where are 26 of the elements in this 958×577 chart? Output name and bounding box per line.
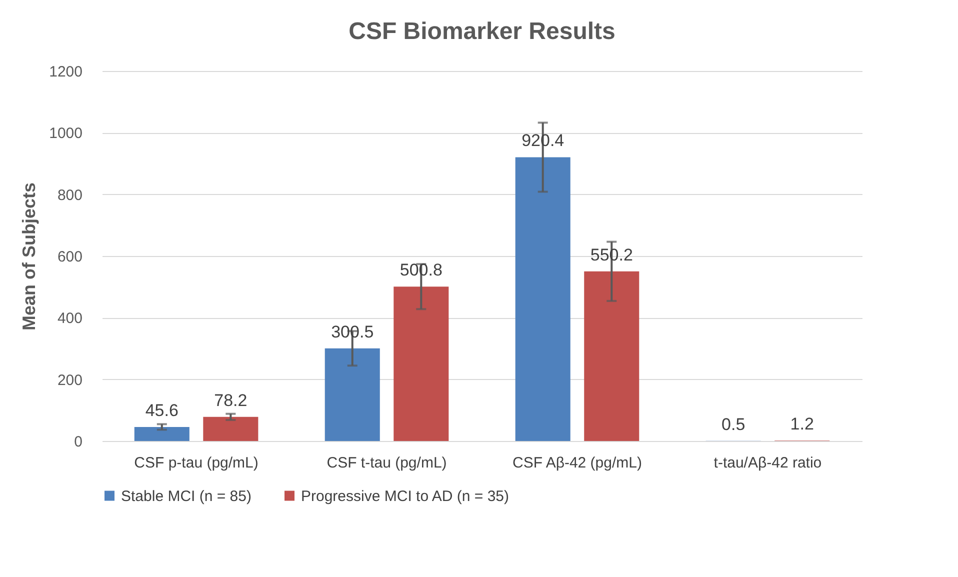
- data-label: 78.2: [214, 390, 248, 410]
- x-tick-label: CSF Aβ-42 (pg/mL): [512, 454, 642, 472]
- y-tick-label: 1200: [49, 64, 82, 80]
- data-label: 45.6: [145, 400, 178, 420]
- x-tick-label: CSF p-tau (pg/mL): [134, 454, 258, 472]
- legend-label: Progressive MCI to AD (n = 35): [301, 488, 509, 505]
- data-label: 1.2: [790, 414, 814, 434]
- bar: [203, 416, 258, 441]
- data-label: 300.5: [331, 322, 374, 342]
- chart-title: CSF Biomarker Results: [348, 18, 616, 45]
- y-tick-label: 0: [74, 434, 82, 450]
- y-tick-label: 600: [57, 248, 82, 266]
- y-tick-label: 1000: [49, 125, 82, 142]
- bar: [324, 348, 380, 441]
- y-axis-title: Mean of Subjects: [19, 182, 40, 331]
- bar: [515, 157, 570, 441]
- x-tick-label: CSF t-tau (pg/mL): [326, 454, 447, 472]
- data-label: 0.5: [722, 414, 746, 434]
- x-tick-label: t-tau/Aβ-42 ratio: [714, 454, 822, 472]
- legend-label: Stable MCI (n = 85): [121, 488, 252, 505]
- y-tick-label: 400: [57, 310, 82, 328]
- bar: [394, 286, 449, 441]
- bar: [584, 271, 640, 441]
- y-tick-label: 200: [57, 372, 82, 389]
- bar: [134, 426, 190, 441]
- y-tick-label: 800: [57, 186, 82, 204]
